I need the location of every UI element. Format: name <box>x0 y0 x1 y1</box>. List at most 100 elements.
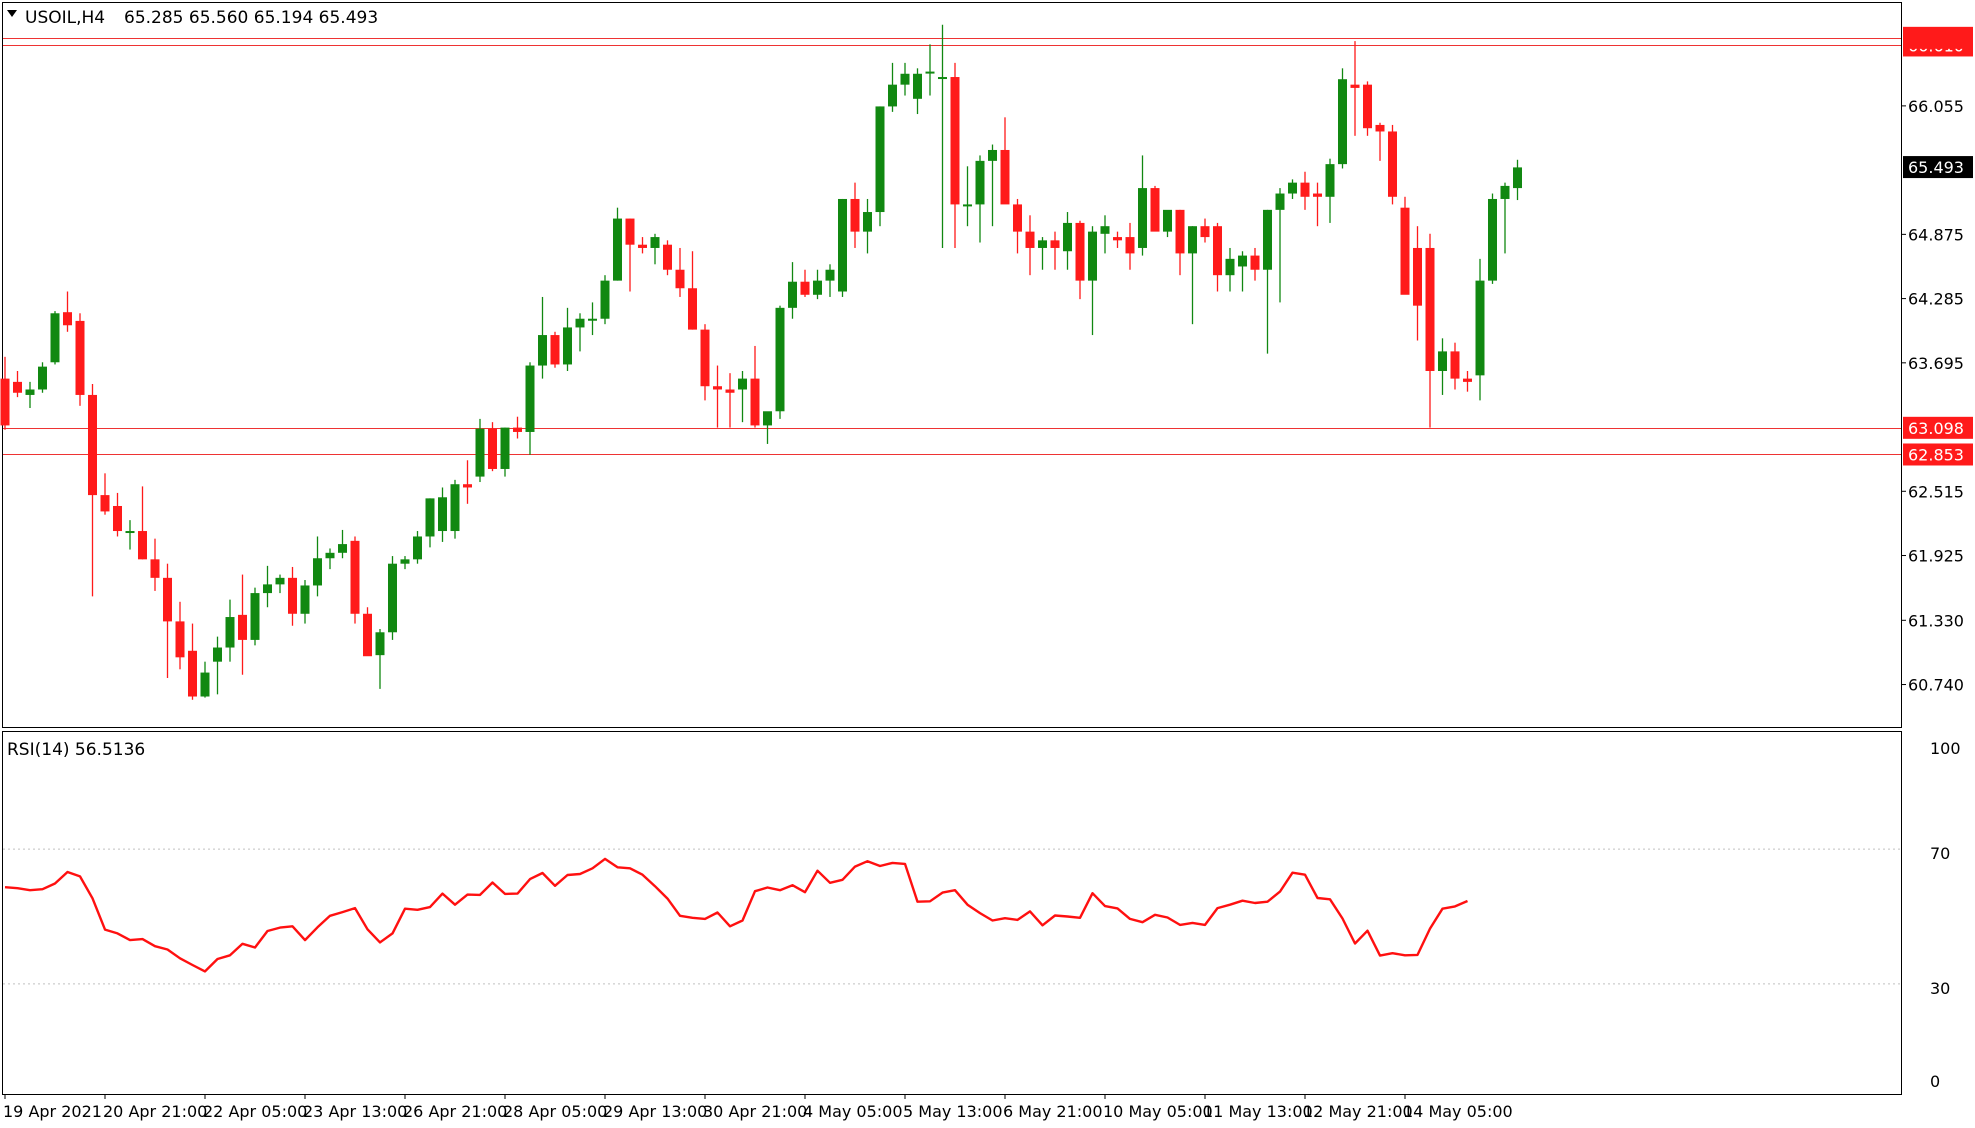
candle-body <box>1150 188 1160 232</box>
candle <box>388 556 397 640</box>
candle-body <box>1400 207 1410 295</box>
candle <box>1350 41 1360 136</box>
candle <box>1450 342 1460 390</box>
candle <box>813 269 822 300</box>
candle <box>463 460 472 504</box>
time-tick-label: 29 Apr 13:00 <box>603 1102 707 1121</box>
candle <box>788 262 797 319</box>
candle-body <box>650 237 660 248</box>
candle-body <box>1425 247 1435 371</box>
candle <box>975 155 985 243</box>
candle-body <box>763 411 772 426</box>
time-tick-label: 26 Apr 21:00 <box>403 1102 507 1121</box>
time-tick-label: 4 May 05:00 <box>803 1102 903 1121</box>
current-price-bg <box>1903 156 1973 179</box>
triangle-down-icon[interactable] <box>7 10 17 17</box>
candle <box>1113 231 1122 248</box>
candle <box>163 563 172 679</box>
time-tick-label: 20 Apr 21:00 <box>103 1102 207 1121</box>
candle <box>713 365 722 428</box>
candle <box>1238 251 1247 292</box>
candle <box>675 247 685 297</box>
candle <box>438 487 447 542</box>
candle-body <box>225 617 235 648</box>
candle-body <box>1038 240 1047 248</box>
candle-body <box>313 558 322 586</box>
candle-body <box>1313 193 1322 197</box>
candle <box>1075 220 1085 300</box>
candle-body <box>1500 185 1510 199</box>
candle-body <box>1413 247 1422 306</box>
rsi-axis: 100 70 30 0 <box>1930 739 1961 1091</box>
candle-body <box>1363 84 1372 129</box>
candle-body <box>963 204 972 207</box>
candle <box>1313 182 1322 227</box>
candle <box>250 587 260 646</box>
candle <box>1463 370 1472 392</box>
candle <box>750 345 760 428</box>
time-tick-label: 5 May 13:00 <box>903 1102 1003 1121</box>
candle <box>325 548 335 570</box>
price-tick-label: 61.925 <box>1908 547 1964 566</box>
candle-body <box>1250 255 1260 270</box>
candle-body <box>1088 231 1097 281</box>
candle <box>588 302 597 336</box>
candle-body <box>1375 124 1385 132</box>
candle <box>1038 237 1047 270</box>
candle <box>888 62 897 112</box>
candle-body <box>163 577 172 622</box>
candle <box>363 607 372 657</box>
candle-body <box>1225 258 1235 276</box>
candle <box>300 580 310 624</box>
candle <box>638 237 647 254</box>
candle-body <box>75 320 85 395</box>
candle <box>625 218 635 292</box>
candle <box>513 416 522 439</box>
candle <box>988 144 997 227</box>
candle-body <box>1263 209 1272 270</box>
candle <box>913 68 922 115</box>
candle <box>613 207 622 281</box>
candle-body <box>1275 193 1285 210</box>
horizontal-levels <box>3 38 1901 455</box>
candle-body <box>850 198 860 232</box>
time-tick-label: 14 May 05:00 <box>1403 1102 1513 1121</box>
rsi-series <box>3 848 1901 985</box>
candle <box>1225 247 1235 292</box>
candle-body <box>788 281 797 308</box>
price-pane-frame <box>2 2 1902 728</box>
candle-body <box>1100 226 1110 234</box>
candle <box>950 62 960 248</box>
candle-body <box>800 281 810 295</box>
candle-body <box>913 73 922 99</box>
candle-body <box>175 621 185 658</box>
candle-body <box>1188 226 1197 254</box>
candle-body <box>363 613 372 657</box>
candle <box>1000 117 1010 205</box>
candle-body <box>425 498 435 537</box>
candle-body <box>663 244 672 270</box>
candle-body <box>1388 131 1397 197</box>
price-tick-label: 66.055 <box>1908 97 1964 116</box>
candle-body <box>813 280 822 295</box>
candle <box>538 296 547 379</box>
candle-body <box>700 329 710 387</box>
candle <box>450 479 460 539</box>
candle <box>125 520 135 550</box>
candle-body <box>275 577 285 585</box>
candle <box>1150 185 1160 232</box>
candle-body <box>113 505 122 532</box>
candle-body <box>325 552 335 559</box>
rsi-tick-label: 30 <box>1930 979 1950 998</box>
candle-body <box>513 427 522 432</box>
candle <box>688 251 697 330</box>
candle-body <box>713 386 722 390</box>
candle-body <box>350 540 360 614</box>
candle <box>1138 155 1147 256</box>
candle <box>738 370 747 423</box>
candle <box>0 356 10 430</box>
candle <box>963 166 972 227</box>
